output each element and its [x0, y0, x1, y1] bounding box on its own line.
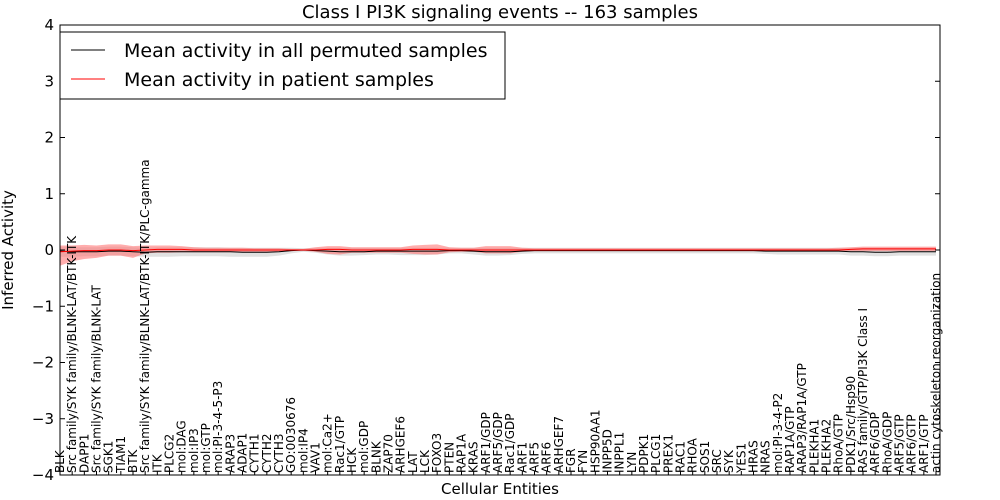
x-tick-label: SGK1 — [102, 441, 116, 473]
x-tick-label: PDPK1 — [637, 434, 651, 473]
x-tick-label: HSP90AA1 — [588, 409, 602, 473]
chart-title: Class I PI3K signaling events -- 163 sam… — [302, 2, 698, 23]
x-tick-label: Src family/SYK family/BLNK-LAT — [90, 284, 104, 473]
x-tick-label: ARF1 — [515, 442, 529, 473]
x-tick-label: ARF6 — [540, 442, 554, 473]
x-tick-label: KRAS — [467, 441, 481, 473]
x-tick-label: ARF5/GTP — [893, 414, 907, 473]
x-tick-label: PTEN — [442, 442, 456, 473]
x-tick-label: actin cytoskeleton reorganization — [929, 273, 943, 473]
x-tick-label: ARF5 — [528, 442, 542, 473]
x-tick-label: GO:0030676 — [284, 397, 298, 473]
x-tick-label: ITK — [150, 453, 164, 473]
x-tick-label: PDK1/Src/Hsp90 — [844, 376, 858, 473]
legend-label-patient: Mean activity in patient samples — [124, 69, 434, 91]
x-tick-label: SOS1 — [698, 441, 712, 473]
x-tick-label: RAP1A/GTP — [783, 406, 797, 473]
x-tick-label: RAP1A — [455, 433, 469, 473]
legend-box — [59, 31, 506, 100]
x-tick-label: mol:PI-3-4-5-P3 — [211, 381, 225, 473]
x-tick-label: LCK — [418, 449, 432, 473]
x-tick-label: LYN — [625, 452, 639, 473]
x-tick-label: ARF5/GDP — [491, 412, 505, 473]
y-tick-label: 1 — [44, 185, 54, 203]
x-tick-label: Rac1/GTP — [333, 416, 347, 473]
y-tick-label: −2 — [32, 354, 54, 372]
y-tick-label: 2 — [44, 129, 54, 147]
x-tick-label: PLEKHA1 — [807, 419, 821, 473]
x-tick-label: ARF6/GTP — [905, 414, 919, 473]
x-tick-label: CYTH2 — [260, 434, 274, 474]
y-axis: −4 −3 −2 −1 0 1 2 3 4 — [32, 16, 940, 484]
series-line-0 — [59, 249, 936, 253]
x-tick-label: FYN — [576, 450, 590, 473]
legend: Mean activity in all permuted samples Me… — [59, 31, 506, 100]
x-tick-label: Rac1/GDP — [503, 414, 517, 473]
y-tick-label: 3 — [44, 72, 54, 90]
x-tick-label: ARAP3 — [223, 434, 237, 473]
x-tick-label: DAPP1 — [77, 434, 91, 473]
y-tick-label: 4 — [44, 16, 54, 34]
x-tick-label: SRC — [710, 449, 724, 473]
x-tick-label: RhoA/GDP — [880, 412, 894, 473]
x-tick-label: CYTH3 — [272, 434, 286, 474]
x-tick-label: NRAS — [759, 440, 773, 473]
x-tick-label: TIAM1 — [114, 436, 128, 474]
x-tick-label: PLEKHA2 — [820, 419, 834, 473]
x-tick-label: Src family/SYK family/BLNK-LAT/BTK-ITK/P… — [138, 159, 152, 473]
x-tick-label: ARHGEF6 — [394, 416, 408, 473]
x-tick-label: ZAP70 — [382, 434, 396, 473]
x-tick-label: PLCG1 — [649, 434, 663, 473]
x-tick-label: YES1 — [734, 443, 748, 474]
x-tick-label: BTK — [126, 448, 140, 473]
x-tick-label: HRAS — [747, 440, 761, 473]
x-tick-label: SYK — [722, 449, 736, 473]
x-tick-label: BLK — [53, 449, 67, 473]
series-line-1 — [59, 248, 936, 253]
x-tick-label: mol:GDP — [357, 421, 371, 473]
x-axis-label: Cellular Entities — [441, 480, 559, 498]
x-tick-label: LAT — [406, 451, 420, 473]
x-tick-label: RHOA — [686, 437, 700, 473]
x-tick-label: ARF1/GDP — [479, 412, 493, 473]
x-tick-label: FGR — [564, 448, 578, 473]
x-tick-label: FOXO3 — [430, 433, 444, 473]
x-tick-label: ARHGEF7 — [552, 416, 566, 473]
x-tick-label: ARF6/GDP — [868, 412, 882, 473]
x-tick-label: mol:Ca2+ — [321, 413, 335, 473]
x-tick-label: mol:GTP — [199, 423, 213, 473]
x-tick-label: PREX1 — [661, 434, 675, 473]
x-tick-label: mol:IP3 — [187, 428, 201, 473]
plot-area — [59, 244, 936, 266]
x-tick-label: INPP5D — [601, 429, 615, 473]
y-tick-label: 0 — [44, 241, 54, 259]
y-tick-label: −3 — [32, 410, 54, 428]
x-tick-label: INPPL1 — [613, 432, 627, 473]
x-tick-label: RAS family/GTP/PI3K Class I — [856, 308, 870, 473]
x-tick-label: RhoA/GTP — [832, 414, 846, 473]
x-tick-label: PLCG2 — [163, 434, 177, 473]
x-tick-label: ADAP1 — [236, 433, 250, 473]
x-tick-label: RAC1 — [674, 441, 688, 473]
y-tick-label: −1 — [32, 297, 54, 315]
x-tick-label: CYTH1 — [248, 434, 262, 474]
x-tick-label: VAV1 — [309, 442, 323, 473]
x-tick-label: HCK — [345, 447, 359, 473]
x-tick-label: mol:DAG — [175, 420, 189, 473]
x-tick-label: BLNK — [369, 440, 383, 473]
legend-label-permuted: Mean activity in all permuted samples — [124, 40, 487, 62]
x-tick-label: mol:PI-3-4-P2 — [771, 393, 785, 473]
x-tick-label: Src family/SYK family/BLNK-LAT/BTK-ITK — [65, 235, 79, 473]
y-tick-label: −4 — [32, 466, 54, 484]
y-axis-label: Inferred Activity — [0, 190, 17, 310]
x-tick-label: mol:IP4 — [296, 428, 310, 473]
x-tick-label: ARF1/GTP — [917, 414, 931, 473]
x-tick-label: ARAP3/RAP1A/GTP — [795, 363, 809, 473]
